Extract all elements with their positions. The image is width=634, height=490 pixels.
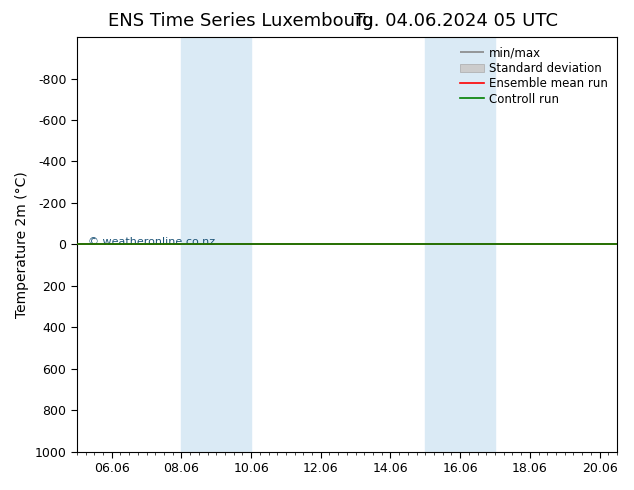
Y-axis label: Temperature 2m (°C): Temperature 2m (°C)	[15, 171, 29, 318]
Legend: min/max, Standard deviation, Ensemble mean run, Controll run: min/max, Standard deviation, Ensemble me…	[456, 43, 611, 109]
Text: ENS Time Series Luxembourg: ENS Time Series Luxembourg	[108, 12, 373, 30]
Text: © weatheronline.co.nz: © weatheronline.co.nz	[87, 237, 215, 247]
Bar	[425, 37, 495, 452]
Text: Tu. 04.06.2024 05 UTC: Tu. 04.06.2024 05 UTC	[354, 12, 559, 30]
Bar	[181, 37, 251, 452]
